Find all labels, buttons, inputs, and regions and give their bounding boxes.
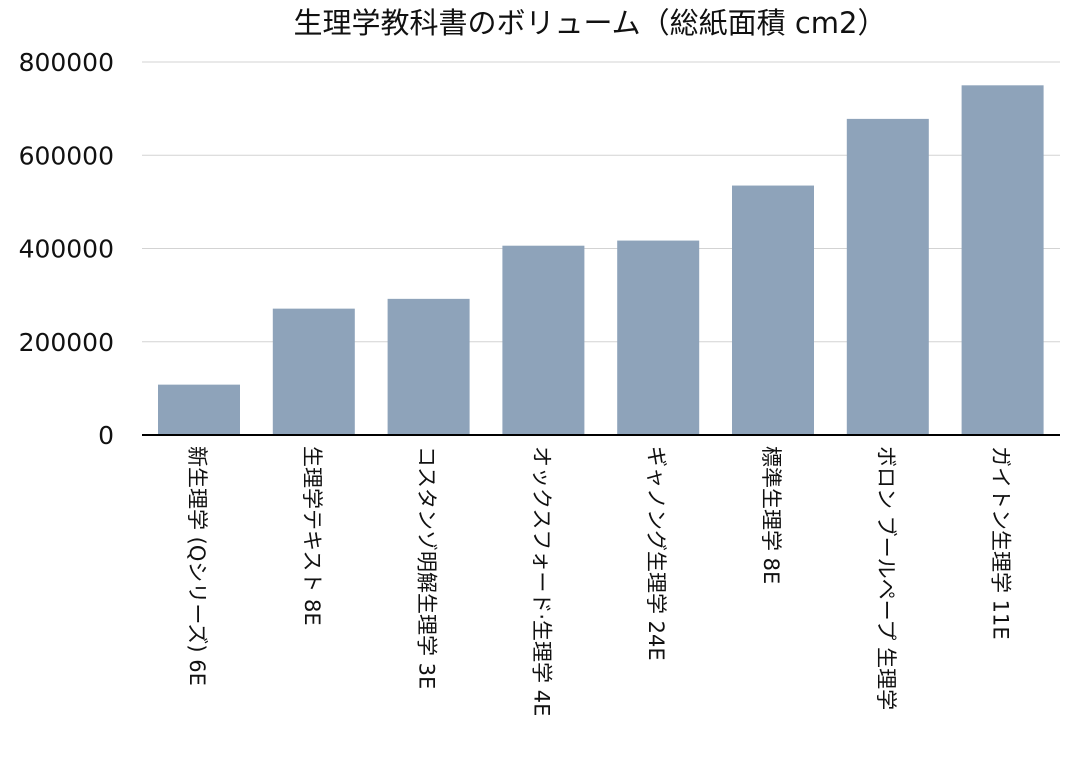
bar bbox=[387, 298, 470, 435]
y-tick-label: 0 bbox=[98, 421, 114, 450]
bar bbox=[961, 85, 1044, 435]
x-tick-label: ボロン ブールペープ 生理学 bbox=[874, 446, 898, 710]
y-tick-label: 200000 bbox=[19, 328, 114, 357]
chart-title: 生理学教科書のボリューム（総紙面積 cm2） bbox=[294, 6, 887, 40]
x-axis-labels: 新生理学 (Qシリーズ) 6E 生理学テキスト 8E コスタンゾ明解生理学 3E オッ… bbox=[185, 446, 1013, 716]
x-tick-label: 生理学テキスト 8E bbox=[300, 446, 324, 626]
y-tick-label: 800000 bbox=[19, 48, 114, 77]
bar bbox=[732, 185, 814, 435]
bar bbox=[158, 384, 240, 435]
x-tick-label: コスタンゾ明解生理学 3E bbox=[415, 446, 439, 689]
bar bbox=[617, 240, 700, 435]
bar bbox=[846, 118, 929, 435]
x-tick-label: ガイトン生理学 11E bbox=[989, 446, 1013, 640]
bars bbox=[158, 85, 1044, 435]
y-axis-ticks: 0 200000 400000 600000 800000 bbox=[19, 48, 114, 450]
x-tick-label: 標準生理学 8E bbox=[759, 446, 783, 584]
bar bbox=[272, 308, 355, 435]
y-tick-label: 600000 bbox=[19, 141, 114, 170]
x-tick-label: ギャノング生理学 24E bbox=[644, 446, 668, 661]
x-tick-label: オックスフォード·生理学 4E bbox=[529, 446, 553, 716]
y-tick-label: 400000 bbox=[19, 235, 114, 264]
bar bbox=[502, 245, 585, 435]
x-tick-label: 新生理学 (Qシリーズ) 6E bbox=[185, 446, 209, 686]
